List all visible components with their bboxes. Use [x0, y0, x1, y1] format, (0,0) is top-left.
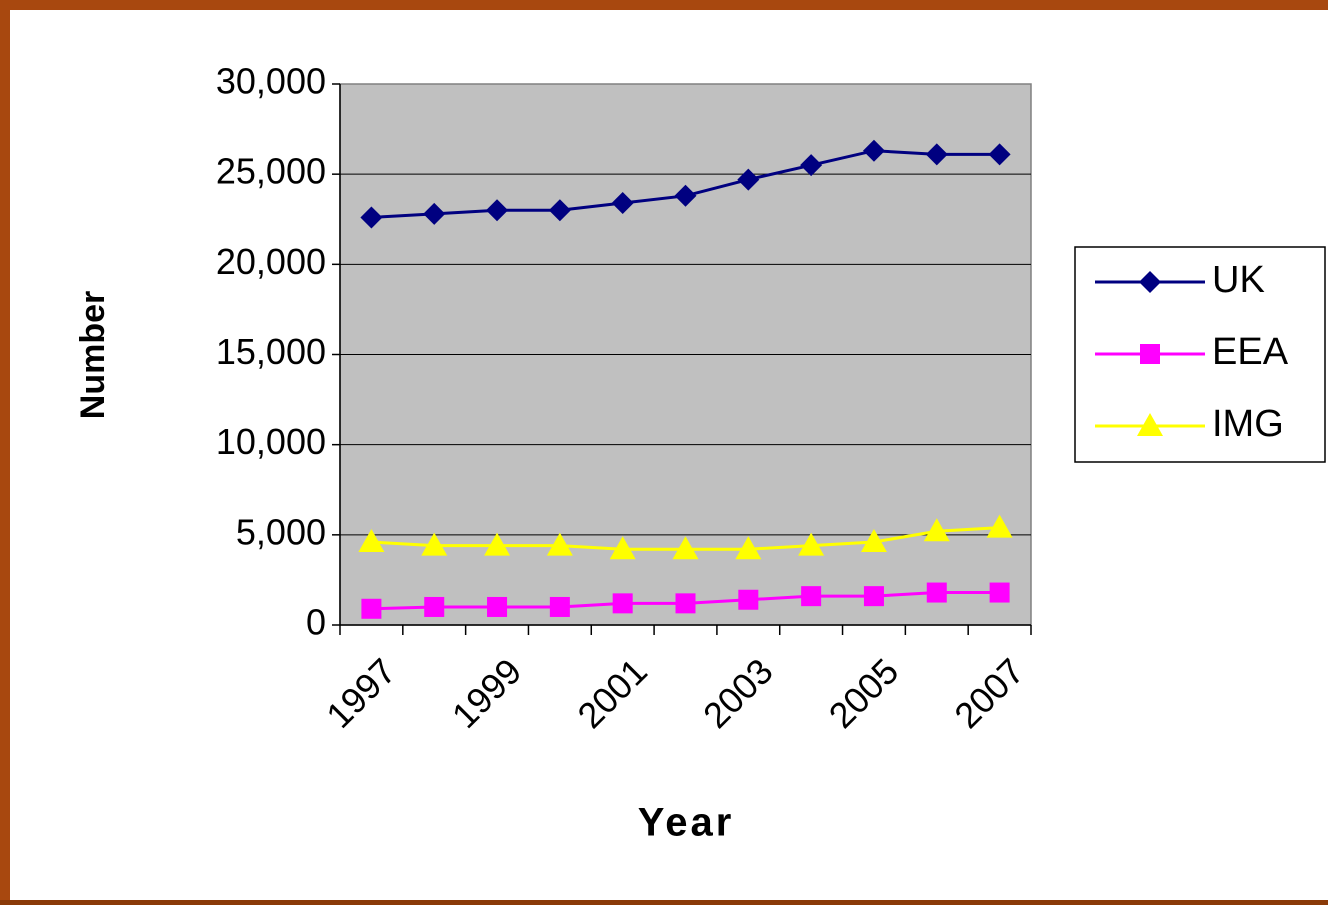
data-point — [988, 143, 1011, 166]
data-point — [487, 596, 508, 617]
data-point — [863, 586, 884, 607]
y-tick-label: 30,000 — [216, 61, 326, 102]
data-point — [801, 586, 822, 607]
legend-marker — [1140, 344, 1160, 364]
data-point — [548, 199, 571, 222]
legend-label: IMG — [1212, 403, 1284, 445]
data-point — [609, 536, 636, 560]
data-point — [423, 202, 446, 225]
data-point — [862, 139, 885, 162]
data-point — [800, 154, 823, 177]
y-tick-label: 5,000 — [236, 511, 326, 552]
data-point — [672, 536, 699, 560]
data-point — [986, 514, 1013, 538]
data-point — [549, 596, 570, 617]
data-point — [675, 593, 696, 614]
legend-label: UK — [1212, 259, 1265, 301]
data-point — [860, 529, 887, 553]
data-point — [798, 532, 825, 556]
y-tick-label: 25,000 — [216, 151, 326, 192]
y-tick-label: 20,000 — [216, 241, 326, 282]
data-point — [735, 536, 762, 560]
legend-marker — [1137, 413, 1163, 436]
data-point — [612, 593, 633, 614]
data-point — [424, 596, 445, 617]
data-point — [546, 532, 573, 556]
data-point — [923, 518, 950, 542]
data-point — [674, 184, 697, 207]
legend-marker — [1139, 271, 1161, 293]
data-point — [421, 532, 448, 556]
data-point — [926, 582, 947, 603]
legend-label: EEA — [1212, 331, 1289, 373]
y-tick-label: 0 — [306, 602, 326, 643]
data-point — [486, 199, 509, 222]
x-axis-label: Year — [638, 801, 735, 845]
data-point — [738, 589, 759, 610]
data-point — [484, 532, 511, 556]
data-point — [925, 143, 948, 166]
data-point — [737, 168, 760, 191]
y-tick-label: 15,000 — [216, 331, 326, 372]
data-point — [989, 582, 1010, 603]
data-point — [361, 598, 382, 619]
y-axis-label: Number — [74, 291, 112, 419]
data-point — [358, 529, 385, 553]
y-tick-label: 10,000 — [216, 421, 326, 462]
data-point — [360, 206, 383, 229]
data-point — [611, 192, 634, 215]
